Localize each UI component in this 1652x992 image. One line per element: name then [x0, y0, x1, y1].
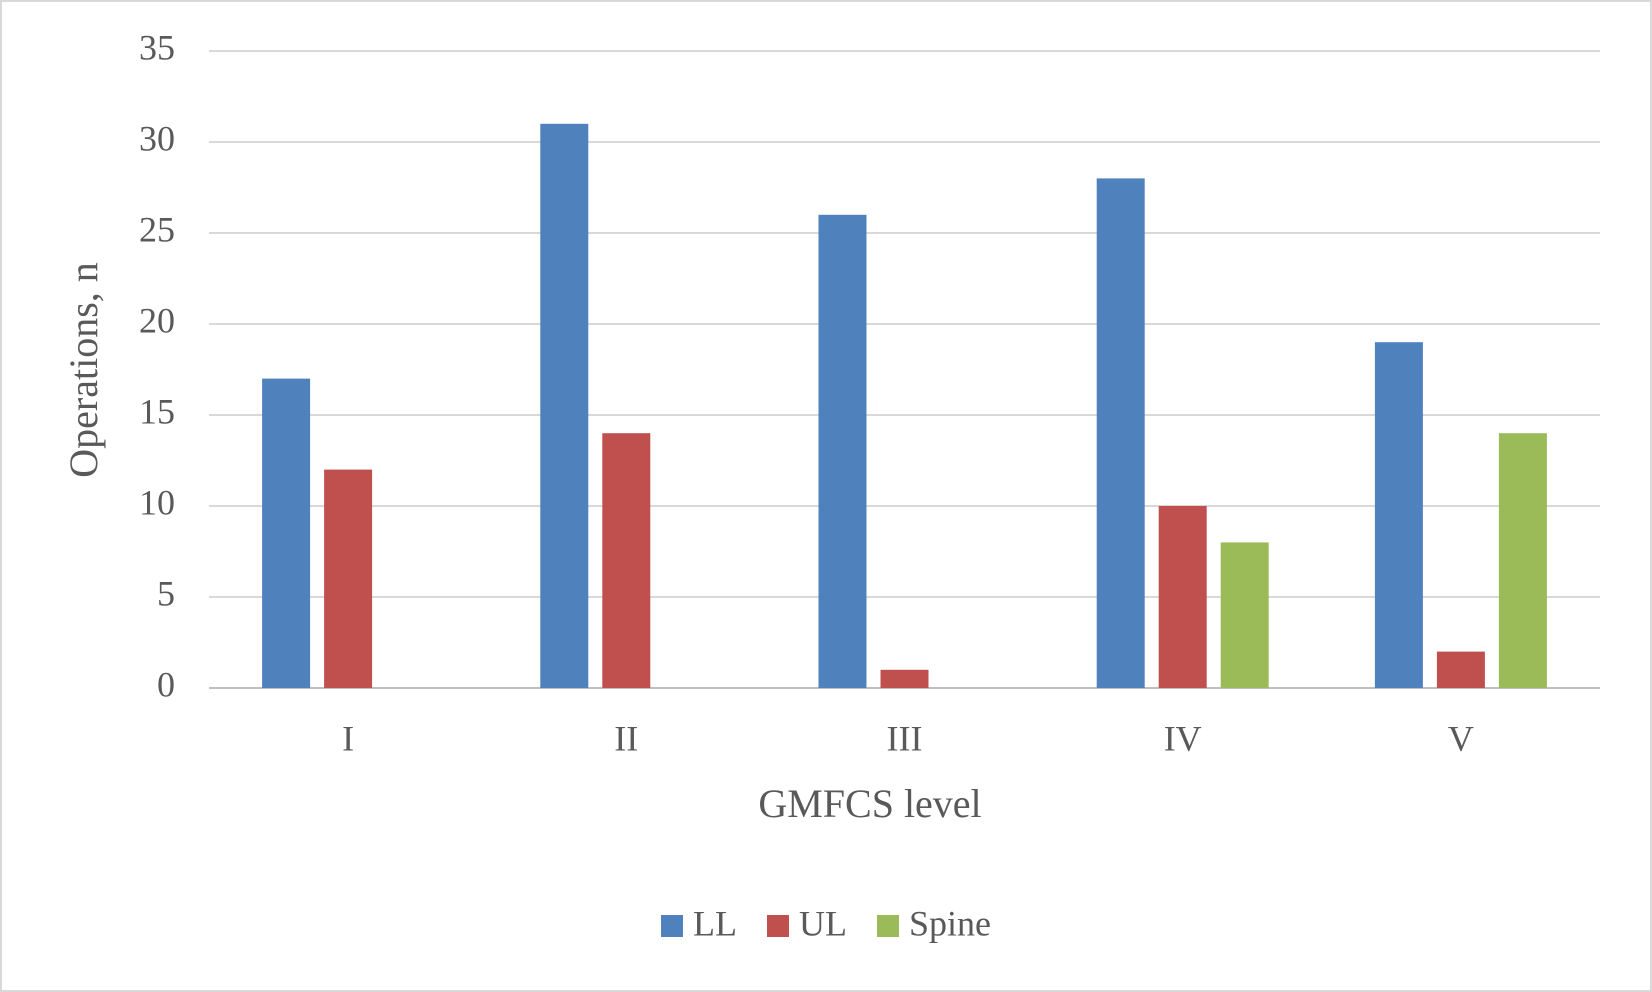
- legend-swatch: [661, 915, 683, 937]
- legend-label: Spine: [909, 903, 991, 943]
- x-tick-label: IV: [1164, 718, 1202, 758]
- y-axis-label: Operations, n: [61, 262, 106, 478]
- y-tick-label: 20: [139, 300, 175, 340]
- x-tick-label: II: [614, 718, 638, 758]
- x-axis-label: GMFCS level: [758, 781, 981, 826]
- legend-swatch: [766, 915, 789, 937]
- legend-label: UL: [799, 903, 847, 943]
- x-tick-label: V: [1448, 718, 1474, 758]
- bar: [1220, 542, 1269, 688]
- y-tick-label: 10: [139, 482, 175, 522]
- y-tick-label: 35: [139, 27, 175, 67]
- bar: [1374, 342, 1423, 688]
- bar: [324, 469, 373, 688]
- bar: [602, 433, 651, 688]
- y-tick-label: 25: [139, 209, 175, 249]
- y-tick-label: 15: [139, 391, 175, 431]
- x-tick-label: III: [887, 718, 923, 758]
- x-tick-label: I: [342, 718, 354, 758]
- y-tick-label: 5: [157, 573, 175, 613]
- y-tick-label: 30: [139, 118, 175, 158]
- bar: [540, 123, 589, 689]
- legend-label: LL: [693, 903, 737, 943]
- bar: [1096, 178, 1145, 688]
- bar: [880, 669, 929, 688]
- bar: [818, 214, 867, 689]
- legend-swatch: [876, 915, 899, 937]
- y-tick-label: 0: [157, 664, 175, 704]
- bar: [1158, 506, 1207, 688]
- bar: [262, 378, 311, 688]
- bar: [1436, 651, 1485, 688]
- bar: [1498, 433, 1547, 688]
